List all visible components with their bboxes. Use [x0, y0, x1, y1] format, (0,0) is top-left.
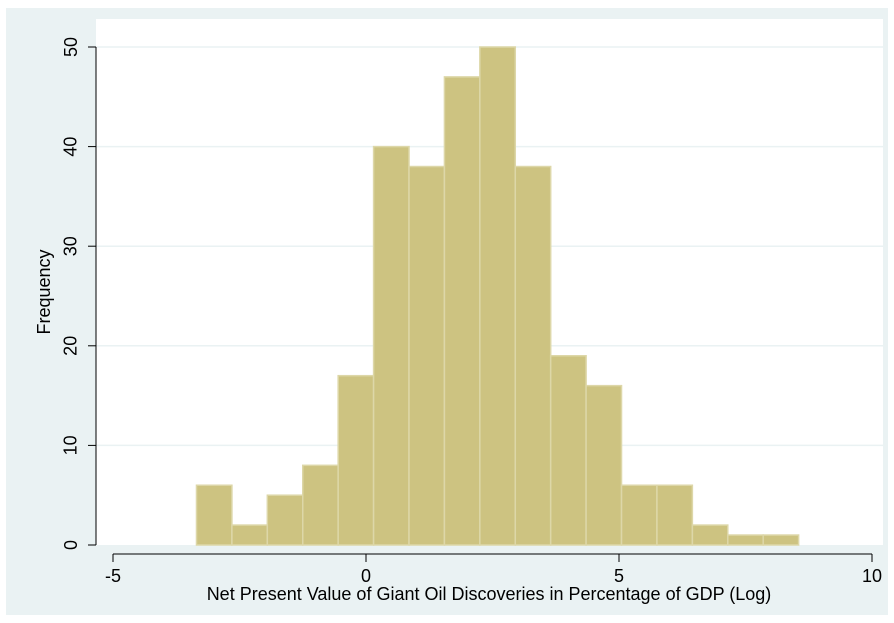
histogram-bar	[231, 524, 269, 546]
histogram-bar	[727, 534, 764, 546]
bars	[195, 46, 800, 546]
y-axis-label: Frequency	[34, 249, 54, 334]
histogram-bar	[762, 534, 800, 546]
y-tick-label: 20	[61, 336, 81, 356]
y-tick-label: 0	[61, 540, 81, 550]
y-tick-label: 10	[61, 435, 81, 455]
histogram-bar	[656, 484, 694, 546]
histogram-bar	[302, 464, 339, 546]
axes: 0 10 20 30 40 50 -5 0 5 10	[61, 37, 882, 586]
y-tick-label: 50	[61, 37, 81, 57]
histogram-chart: 0 10 20 30 40 50 -5 0 5 10 Net Present Value of G…	[34, 19, 883, 604]
histogram-bar	[266, 494, 304, 546]
histogram-bar	[408, 165, 446, 546]
x-tick-label: 10	[862, 566, 882, 586]
histogram-bar	[620, 484, 658, 546]
y-tick-label: 40	[61, 137, 81, 157]
histogram-bar	[585, 384, 623, 546]
x-tick-label: -5	[105, 566, 121, 586]
x-tick-label: 0	[361, 566, 371, 586]
chart-frame: 0 10 20 30 40 50 -5 0 5 10 Net Present Value of G…	[6, 8, 888, 615]
histogram-bar	[195, 484, 233, 546]
histogram-bar	[549, 355, 587, 546]
histogram-bar	[337, 374, 375, 546]
histogram-bar	[691, 524, 729, 546]
x-tick-label: 5	[614, 566, 624, 586]
histogram-bar	[479, 46, 517, 546]
y-tick-label: 30	[61, 236, 81, 256]
x-axis-label: Net Present Value of Giant Oil Discoveri…	[207, 584, 772, 604]
histogram-bar	[443, 76, 481, 546]
histogram-bar	[372, 145, 410, 546]
histogram-bar	[514, 165, 552, 546]
